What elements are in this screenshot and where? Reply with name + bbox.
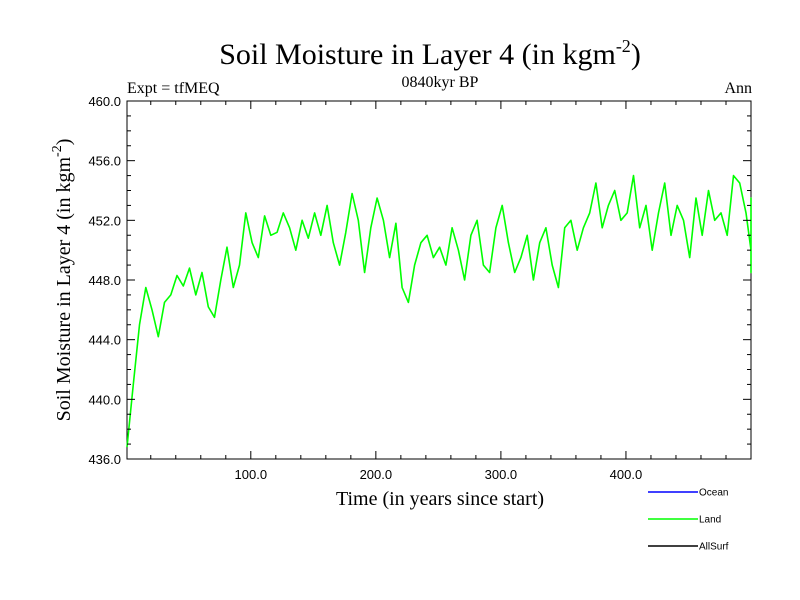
y-tick-label: 448.0: [88, 273, 121, 288]
x-tick-label: 300.0: [485, 467, 518, 482]
y-tick-label: 456.0: [88, 154, 121, 169]
y-tick-label: 440.0: [88, 392, 121, 407]
subtitle-expt: Expt = tfMEQ: [127, 80, 220, 97]
y-tick-label: 452.0: [88, 213, 121, 228]
x-tick-label: 100.0: [235, 467, 268, 482]
chart-title: Soil Moisture in Layer 4 (in kgm-2): [219, 36, 641, 71]
legend-land-label: Land: [699, 515, 721, 526]
legend: Ocean Land AllSurf: [648, 488, 729, 553]
series-lines: [126, 174, 752, 448]
legend-allsurf-label: AllSurf: [699, 542, 729, 553]
subtitle-period: 0840kyr BP: [402, 74, 479, 91]
y-tick-label: 436.0: [88, 452, 121, 467]
x-tick-label: 200.0: [360, 467, 393, 482]
x-tick-label: 400.0: [610, 467, 643, 482]
subtitle-season: Ann: [724, 80, 752, 97]
y-tick-label: 460.0: [88, 94, 121, 109]
axis-ticks: 100.0 200.0 300.0 400.0 436.0 440.0 444.0 448.0…: [88, 94, 751, 482]
x-axis-label: Time (in years since start): [336, 488, 544, 510]
y-tick-label: 444.0: [88, 333, 121, 348]
series-land-line: [126, 174, 752, 448]
legend-ocean-label: Ocean: [699, 488, 728, 499]
y-axis-label: Soil Moisture in Layer 4 (in kgm-2): [50, 139, 75, 422]
